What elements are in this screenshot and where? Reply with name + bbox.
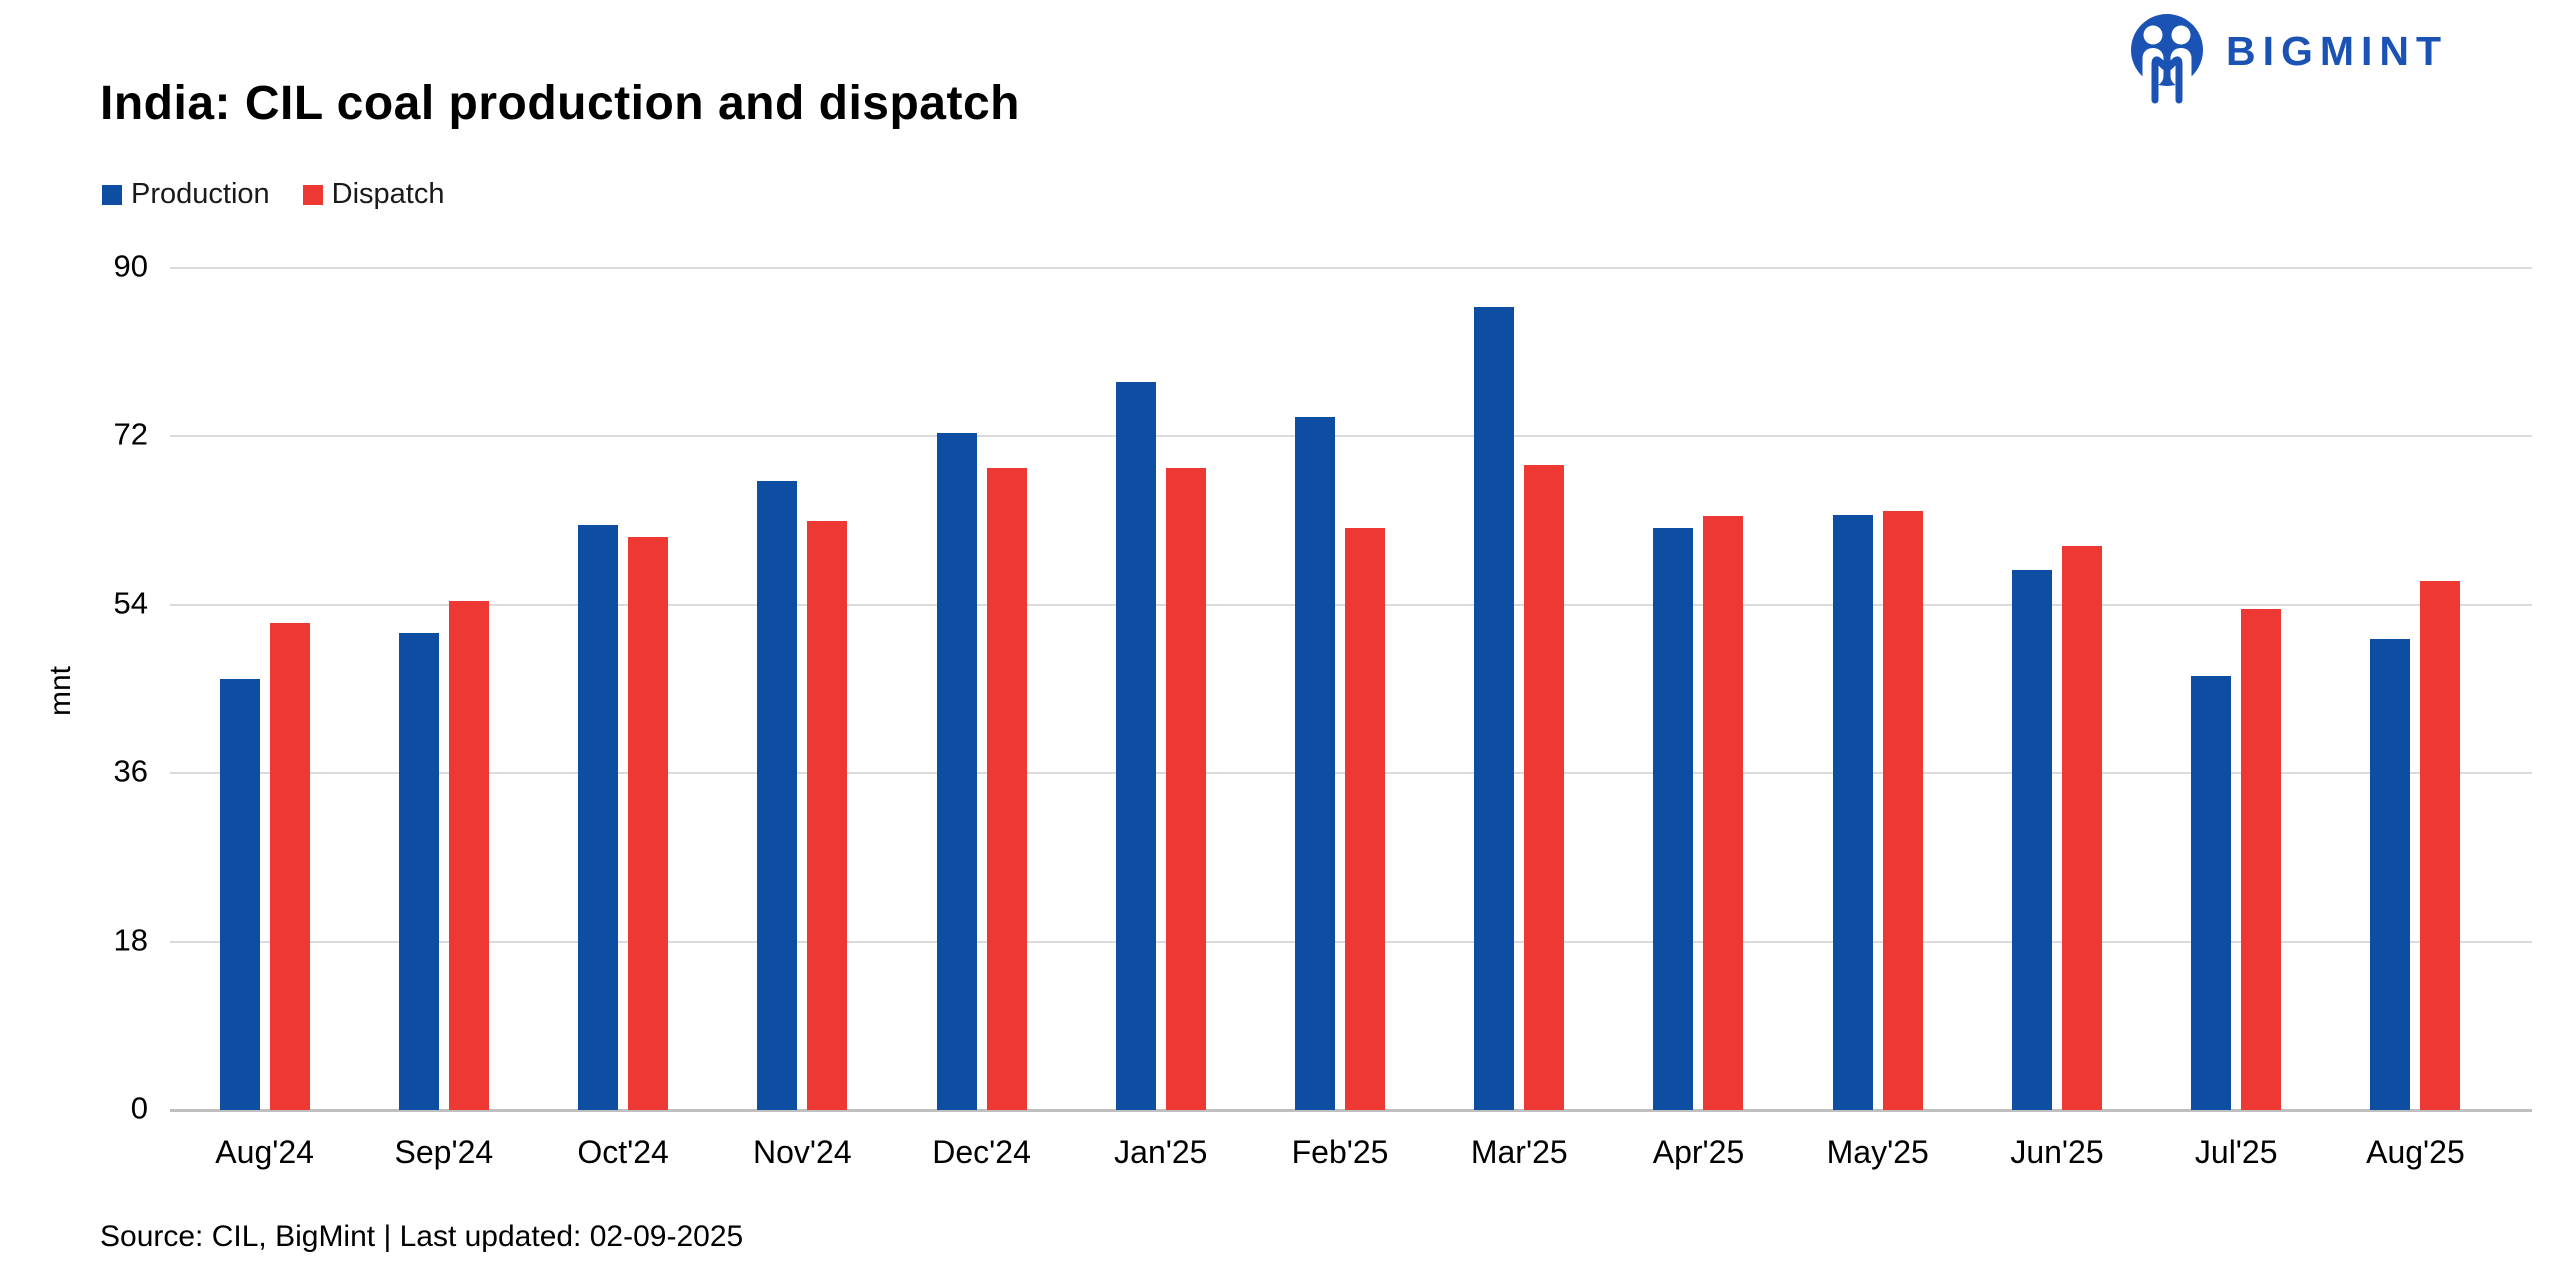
bar-group-Jun'25 xyxy=(1967,268,2146,1110)
bigmint-logo: BIGMINT xyxy=(2128,12,2448,108)
bar-production-Aug'25 xyxy=(2370,639,2411,1110)
bar-group-Oct'24 xyxy=(533,268,712,1110)
bar-production-Sep'24 xyxy=(398,632,439,1110)
bar-group-Jan'25 xyxy=(1071,268,1250,1110)
x-tick-Oct'24: Oct'24 xyxy=(577,1134,669,1170)
bar-dispatch-Feb'25 xyxy=(1345,528,1386,1110)
bar-dispatch-Dec'24 xyxy=(986,468,1027,1110)
bar-group-Nov'24 xyxy=(713,268,892,1110)
bar-group-Aug'24 xyxy=(175,268,354,1110)
bar-group-Jul'25 xyxy=(2147,268,2326,1110)
bar-production-Dec'24 xyxy=(936,432,977,1110)
gridline-90 xyxy=(170,267,2532,269)
bar-production-Mar'25 xyxy=(1474,307,1515,1110)
legend-swatch-dispatch xyxy=(302,184,323,205)
x-tick-Mar'25: Mar'25 xyxy=(1470,1134,1568,1170)
legend-label-dispatch: Dispatch xyxy=(331,178,445,210)
y-tick-18: 18 xyxy=(113,922,148,958)
legend-item-production: Production xyxy=(102,178,270,211)
bar-production-Feb'25 xyxy=(1295,416,1336,1110)
bar-dispatch-Nov'24 xyxy=(807,520,848,1110)
bar-dispatch-Sep'24 xyxy=(448,601,489,1110)
x-axis-labels: Aug'24 Sep'24 Oct'24 Nov'24 Dec'24 Jan'25 Feb'… xyxy=(175,1134,2505,1171)
bar-production-Apr'25 xyxy=(1653,528,1694,1110)
bar-group-Feb'25 xyxy=(1250,268,1429,1110)
bar-dispatch-Aug'25 xyxy=(2420,580,2461,1110)
bar-production-Jul'25 xyxy=(2191,675,2232,1110)
y-tick-0: 0 xyxy=(130,1090,148,1126)
bar-group-Sep'24 xyxy=(354,268,533,1110)
x-tick-Jul'25: Jul'25 xyxy=(2194,1134,2278,1170)
chart-plot-area xyxy=(175,268,2505,1110)
chart-title: India: CIL coal production and dispatch xyxy=(100,77,1020,130)
source-note: Source: CIL, BigMint | Last updated: 02-… xyxy=(100,1220,744,1253)
y-tick-36: 36 xyxy=(113,753,148,789)
bar-group-Apr'25 xyxy=(1609,268,1788,1110)
bar-dispatch-Jun'25 xyxy=(2061,545,2102,1110)
bar-production-Jun'25 xyxy=(2011,570,2052,1110)
bar-production-May'25 xyxy=(1832,515,1873,1110)
gridline-0 xyxy=(170,1109,2532,1112)
bar-dispatch-Mar'25 xyxy=(1524,464,1565,1110)
x-tick-May'25: May'25 xyxy=(1826,1134,1929,1170)
bar-dispatch-Apr'25 xyxy=(1703,515,1744,1110)
bar-dispatch-Jan'25 xyxy=(1165,468,1206,1110)
y-tick-90: 90 xyxy=(113,248,148,284)
y-axis-title: mnt xyxy=(44,666,77,717)
x-tick-Nov'24: Nov'24 xyxy=(753,1134,852,1170)
legend-swatch-production xyxy=(102,184,122,205)
bar-group-Aug'25 xyxy=(2326,268,2505,1110)
bar-group-Mar'25 xyxy=(1430,268,1609,1110)
y-tick-72: 72 xyxy=(113,416,148,452)
chart-legend: Production Dispatch xyxy=(102,178,444,211)
bar-group-Dec'24 xyxy=(892,268,1071,1110)
bar-group-May'25 xyxy=(1788,268,1967,1110)
bar-production-Aug'24 xyxy=(219,678,260,1110)
bar-production-Nov'24 xyxy=(757,481,798,1110)
bar-dispatch-May'25 xyxy=(1882,511,1923,1110)
bar-dispatch-Oct'24 xyxy=(628,536,669,1110)
x-tick-Jan'25: Jan'25 xyxy=(1114,1134,1208,1170)
legend-item-dispatch: Dispatch xyxy=(302,178,445,211)
gridline-72 xyxy=(170,435,2532,438)
x-tick-Apr'25: Apr'25 xyxy=(1652,1134,1745,1170)
bigmint-logo-text: BIGMINT xyxy=(2226,28,2449,74)
bigmint-logo-icon xyxy=(2131,14,2203,104)
x-tick-Feb'25: Feb'25 xyxy=(1291,1134,1389,1170)
y-tick-54: 54 xyxy=(113,585,148,621)
bar-production-Jan'25 xyxy=(1115,382,1156,1110)
bar-production-Oct'24 xyxy=(578,525,619,1110)
x-tick-Jun'25: Jun'25 xyxy=(2010,1134,2104,1170)
x-tick-Aug'24: Aug'24 xyxy=(215,1134,314,1170)
bar-dispatch-Jul'25 xyxy=(2241,608,2282,1110)
bar-dispatch-Aug'24 xyxy=(269,622,310,1110)
x-tick-Sep'24: Sep'24 xyxy=(394,1134,494,1170)
legend-label-production: Production xyxy=(131,178,270,210)
x-tick-Aug'25: Aug'25 xyxy=(2366,1134,2465,1170)
x-tick-Dec'24: Dec'24 xyxy=(932,1134,1031,1170)
